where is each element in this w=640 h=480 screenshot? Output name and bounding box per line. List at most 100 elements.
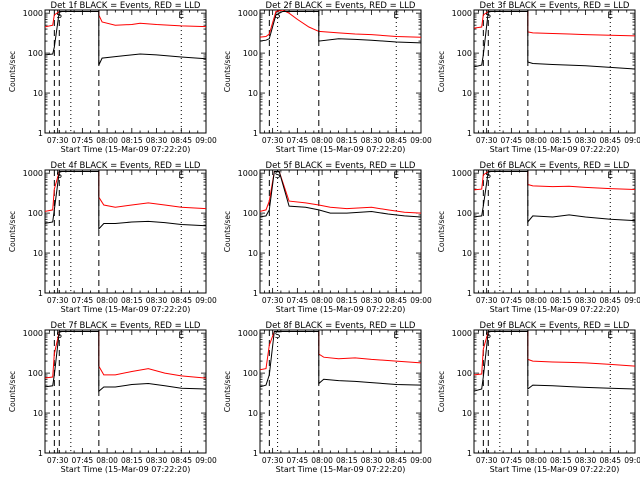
x-tick-label: 08:30 [146, 456, 168, 465]
chart-panel-3: Det 3f BLACK = Events, RED = LLD 1 10 100 10… [437, 1, 640, 154]
x-tick-label: 07:45 [72, 456, 94, 465]
x-tick-label: 07:30 [476, 456, 498, 465]
chart-panel-2: Det 2f BLACK = Events, RED = LLD 1 10 100 10… [223, 1, 432, 154]
chart-panel-5: Det 5f BLACK = Events, RED = LLD 1 10 100 10… [223, 161, 432, 314]
x-tick-label: 08:00 [525, 296, 547, 305]
y-tick-label: 1000 [452, 329, 472, 338]
y-tick-label: 1 [253, 129, 258, 138]
y-axis-label: Counts/sec [8, 51, 17, 92]
y-tick-label: 1 [467, 449, 472, 458]
x-tick-label: 08:15 [550, 136, 572, 145]
event-marker-label: S [275, 11, 281, 21]
x-tick-label: 09:00 [410, 136, 432, 145]
series-line-events [474, 11, 635, 70]
x-tick-label: 09:00 [195, 136, 217, 145]
series-line-events [260, 171, 421, 218]
series-line-events [45, 11, 206, 66]
series-line-events [260, 331, 421, 388]
x-tick-label: 07:45 [287, 456, 309, 465]
y-tick-label: 1000 [23, 329, 43, 338]
y-axis-label: Counts/sec [8, 371, 17, 412]
event-marker-label: S [485, 331, 491, 341]
y-tick-label: 1 [253, 449, 258, 458]
x-axis-label: Start Time (15-Mar-09 07:22:20) [61, 145, 191, 154]
y-tick-label: 10 [248, 89, 258, 98]
x-tick-label: 08:45 [599, 296, 621, 305]
y-axis-label: Counts/sec [223, 211, 232, 252]
plot-frame [44, 329, 207, 454]
x-tick-label: 07:45 [501, 296, 523, 305]
y-tick-label: 1 [38, 449, 43, 458]
chart-title: Det 5f BLACK = Events, RED = LLD [266, 161, 416, 171]
y-axis-label: Counts/sec [437, 371, 446, 412]
chart-title: Det 8f BLACK = Events, RED = LLD [266, 321, 416, 331]
series-line-lld [474, 171, 635, 191]
event-marker-label: E [607, 171, 613, 181]
x-tick-label: 07:45 [287, 296, 309, 305]
series-line-events [474, 331, 635, 392]
x-tick-label: 08:30 [361, 136, 383, 145]
x-tick-label: 07:30 [476, 136, 498, 145]
chart-title: Det 1f BLACK = Events, RED = LLD [51, 1, 201, 11]
x-tick-label: 09:00 [195, 296, 217, 305]
plot-frame [473, 329, 636, 454]
event-marker-label: S [56, 331, 62, 341]
y-tick-label: 100 [28, 209, 43, 218]
chart-title: Det 6f BLACK = Events, RED = LLD [480, 161, 630, 171]
y-tick-label: 1 [253, 289, 258, 298]
series-line-events [474, 171, 635, 224]
series-line-lld [260, 171, 421, 214]
series-line-events [45, 171, 206, 231]
event-marker-label: S [485, 171, 491, 181]
x-tick-label: 07:30 [47, 456, 69, 465]
event-marker-label: E [393, 331, 399, 341]
y-tick-label: 1 [467, 289, 472, 298]
x-tick-label: 08:45 [170, 296, 192, 305]
x-axis-label: Start Time (15-Mar-09 07:22:20) [61, 305, 191, 314]
x-axis-label: Start Time (15-Mar-09 07:22:20) [276, 465, 406, 474]
y-tick-label: 1000 [23, 169, 43, 178]
x-tick-label: 07:30 [262, 456, 284, 465]
x-tick-label: 07:30 [47, 296, 69, 305]
y-tick-label: 1 [467, 129, 472, 138]
y-tick-label: 100 [28, 49, 43, 58]
x-tick-label: 08:45 [385, 136, 407, 145]
series-line-lld [474, 11, 635, 37]
event-marker-label: E [178, 171, 184, 181]
y-tick-label: 100 [243, 369, 258, 378]
plot-frame [259, 329, 422, 454]
series-line-lld [45, 331, 206, 379]
plot-frame [44, 169, 207, 294]
chart-panel-6: Det 6f BLACK = Events, RED = LLD 1 10 100 10… [437, 161, 640, 314]
x-tick-label: 09:00 [195, 456, 217, 465]
y-tick-label: 1000 [238, 169, 258, 178]
chart-title: Det 7f BLACK = Events, RED = LLD [51, 321, 201, 331]
y-tick-label: 10 [33, 249, 43, 258]
event-marker-label: S [275, 171, 281, 181]
chart-panel-9: Det 9f BLACK = Events, RED = LLD 1 10 100 10… [437, 321, 640, 474]
x-tick-label: 08:15 [550, 456, 572, 465]
event-marker-label: S [56, 171, 62, 181]
chart-title: Det 3f BLACK = Events, RED = LLD [480, 1, 630, 11]
x-tick-label: 08:30 [575, 136, 597, 145]
y-tick-label: 100 [457, 369, 472, 378]
x-tick-label: 07:45 [287, 136, 309, 145]
x-tick-label: 07:30 [476, 296, 498, 305]
series-line-events [260, 11, 421, 44]
x-tick-label: 08:30 [361, 296, 383, 305]
chart-panel-8: Det 8f BLACK = Events, RED = LLD 1 10 100 10… [223, 321, 432, 474]
x-tick-label: 07:45 [501, 136, 523, 145]
x-axis-label: Start Time (15-Mar-09 07:22:20) [490, 305, 620, 314]
x-tick-label: 09:00 [624, 296, 640, 305]
x-tick-label: 08:30 [575, 456, 597, 465]
plot-frame [259, 9, 422, 134]
x-tick-label: 09:00 [624, 136, 640, 145]
x-axis-label: Start Time (15-Mar-09 07:22:20) [490, 465, 620, 474]
event-marker-label: E [607, 11, 613, 21]
x-tick-label: 07:30 [262, 296, 284, 305]
x-axis-label: Start Time (15-Mar-09 07:22:20) [276, 145, 406, 154]
x-tick-label: 08:15 [336, 136, 358, 145]
x-tick-label: 08:00 [96, 296, 118, 305]
y-tick-label: 1000 [452, 9, 472, 18]
y-tick-label: 10 [462, 409, 472, 418]
